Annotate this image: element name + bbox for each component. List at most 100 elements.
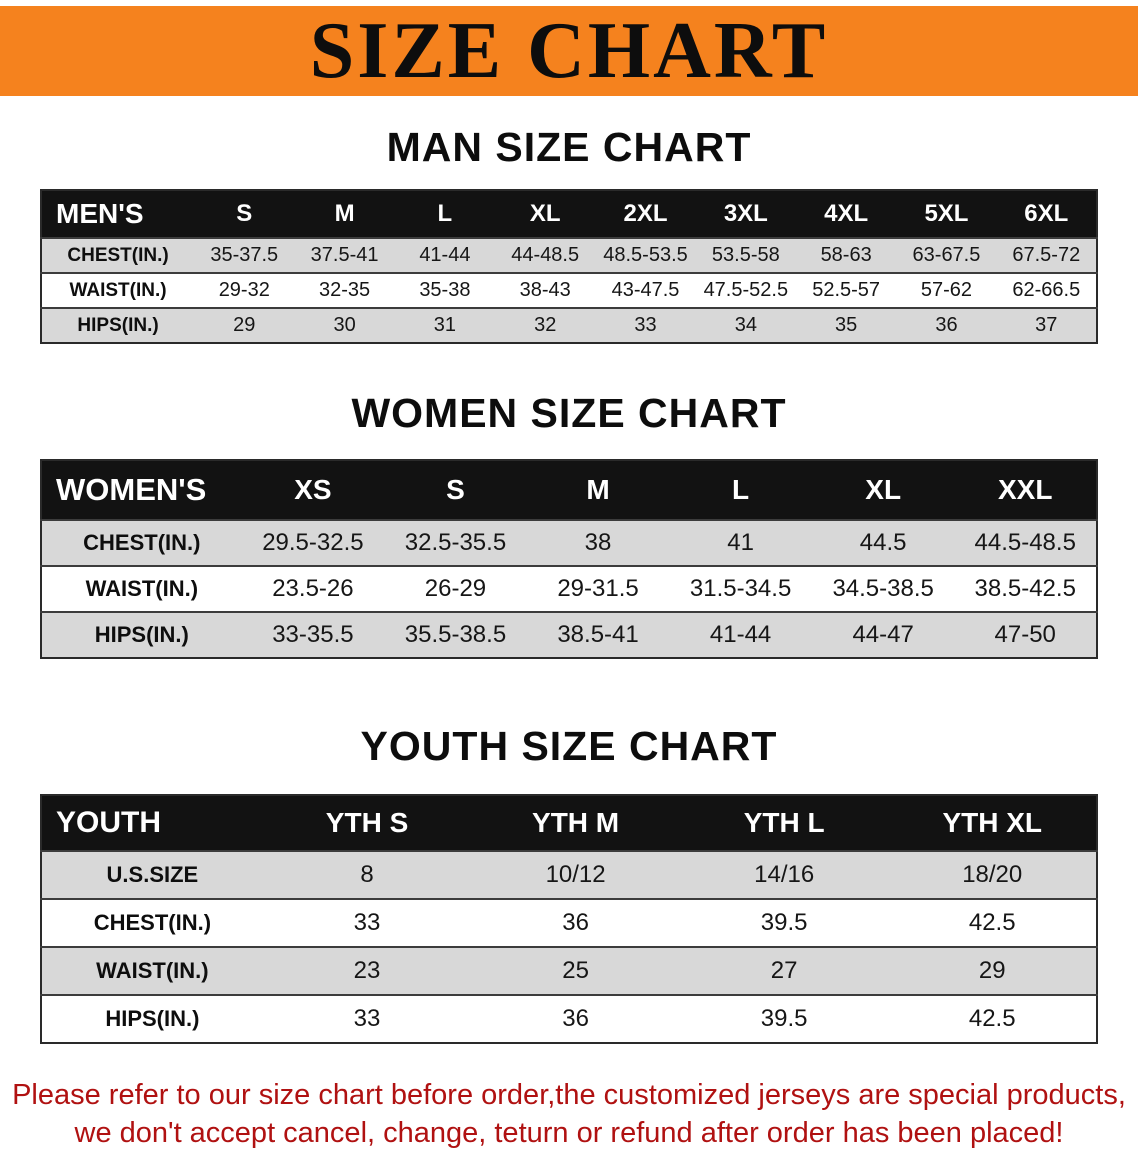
value-cell: 41-44 (394, 237, 496, 273)
youth-section-heading: YOUTH SIZE CHART (360, 723, 778, 769)
value-cell: 27 (679, 946, 889, 995)
size-header-cell: S (446, 474, 465, 505)
size-header-cell: L (437, 200, 453, 227)
row-label-cell: HIPS(IN.) (41, 994, 263, 1043)
value-cell: 29.5-32.5 (241, 519, 385, 566)
value-cell: 47.5-52.5 (695, 272, 796, 308)
table-row: WAIST(IN.) 23 25 27 29 (41, 946, 1097, 995)
value-cell: 35 (795, 307, 897, 343)
men-section-heading: MAN SIZE CHART (386, 124, 752, 170)
women-size-table: WOMEN'S XS S M L XL XXL CHEST(IN.) 29.5-32.5 32.5… (40, 459, 1098, 659)
row-label-cell: WAIST(IN.) (41, 946, 263, 995)
value-cell: 29-31.5 (526, 565, 670, 612)
youth-size-chart-section: YOUTH SIZE CHART YOUTH YTH S YTH M YTH L YTH… (0, 723, 1138, 1044)
value-cell: 39.5 (679, 898, 889, 947)
size-header-cell: XL (865, 474, 902, 505)
table-row: CHEST(IN.) 29.5-32.5 32.5-35.5 38 41 44.5 44.5… (41, 519, 1097, 566)
size-header-cell: 6XL (1024, 200, 1069, 227)
value-cell: 35.5-38.5 (384, 611, 527, 658)
value-cell: 25 (471, 946, 680, 995)
disclaimer: Please refer to our size chart before or… (0, 1076, 1138, 1153)
header-row: WOMEN'S XS S M L XL XXL (41, 460, 1097, 520)
banner: SIZE CHART (0, 6, 1138, 96)
value-cell: 53.5-58 (695, 237, 796, 273)
size-header-cell: S (236, 200, 253, 227)
value-cell: 57-62 (896, 272, 997, 308)
size-header-cell: M (334, 200, 355, 227)
size-header-cell: YTH M (532, 807, 620, 838)
value-cell: 32 (495, 307, 596, 343)
row-label-cell: CHEST(IN.) (41, 898, 263, 947)
value-cell: 34.5-38.5 (811, 565, 955, 612)
row-label-cell: WAIST(IN.) (41, 565, 242, 612)
size-header-cell: XL (529, 200, 561, 227)
value-cell: 41 (669, 519, 812, 566)
value-cell: 29 (888, 946, 1097, 995)
value-cell: 23.5-26 (241, 565, 385, 612)
value-cell: 23 (262, 946, 472, 995)
value-cell: 38-43 (495, 272, 596, 308)
value-cell: 33-35.5 (241, 611, 385, 658)
value-cell: 32.5-35.5 (384, 519, 527, 566)
value-cell: 35-37.5 (194, 237, 295, 273)
row-label-cell: WAIST(IN.) (41, 272, 195, 308)
value-cell: 36 (896, 307, 997, 343)
youth-size-table: YOUTH YTH S YTH M YTH L YTH XL U.S.SIZE 8 10/12… (40, 794, 1098, 1044)
value-cell: 33 (262, 898, 472, 947)
value-cell: 29-32 (194, 272, 295, 308)
value-cell: 38.5-41 (526, 611, 670, 658)
value-cell: 14/16 (679, 850, 889, 899)
table-row: CHEST(IN.) 33 36 39.5 42.5 (41, 898, 1097, 947)
value-cell: 38.5-42.5 (954, 565, 1097, 612)
value-cell: 34 (695, 307, 796, 343)
table-row: U.S.SIZE 8 10/12 14/16 18/20 (41, 850, 1097, 899)
value-cell: 31.5-34.5 (669, 565, 812, 612)
value-cell: 44.5-48.5 (954, 519, 1097, 566)
table-row: HIPS(IN.) 29 30 31 32 33 34 35 36 37 (41, 307, 1097, 343)
header-row: YOUTH YTH S YTH M YTH L YTH XL (41, 795, 1097, 851)
value-cell: 44-47 (811, 611, 955, 658)
size-header-cell: L (732, 474, 750, 505)
value-cell: 48.5-53.5 (595, 237, 696, 273)
size-header-cell: YTH S (325, 807, 409, 838)
value-cell: 33 (595, 307, 696, 343)
value-cell: 31 (394, 307, 496, 343)
size-header-cell: XXL (997, 474, 1053, 505)
men-size-chart-section: MAN SIZE CHART MEN'S S M L XL 2XL 3XL 4XL 5XL 6XL… (0, 124, 1138, 344)
value-cell: 33 (262, 994, 472, 1043)
value-cell: 39.5 (679, 994, 889, 1043)
size-header-cell: XS (294, 474, 332, 505)
women-size-chart-section: WOMEN SIZE CHART WOMEN'S XS S M L XL XXL CHEST(… (0, 390, 1138, 659)
value-cell: 63-67.5 (896, 237, 997, 273)
page-title: SIZE CHART (309, 7, 829, 95)
table-title-cell: MEN'S (56, 198, 144, 229)
row-label-cell: CHEST(IN.) (41, 237, 195, 273)
value-cell: 52.5-57 (795, 272, 897, 308)
size-header-cell: M (586, 474, 610, 505)
value-cell: 67.5-72 (996, 237, 1097, 273)
value-cell: 18/20 (888, 850, 1097, 899)
size-header-cell: 2XL (623, 200, 668, 227)
table-title-cell: WOMEN'S (56, 472, 207, 507)
size-header-cell: 5XL (924, 200, 969, 227)
table-row: WAIST(IN.) 29-32 32-35 35-38 38-43 43-47.5 47.… (41, 272, 1097, 308)
row-label-cell: U.S.SIZE (41, 850, 263, 899)
disclaimer-line-2: we don't accept cancel, change, teturn o… (74, 1117, 1064, 1150)
table-row: HIPS(IN.) 33 36 39.5 42.5 (41, 994, 1097, 1043)
table-row: HIPS(IN.) 33-35.5 35.5-38.5 38.5-41 41-44 44-… (41, 611, 1097, 658)
size-header-cell: YTH XL (942, 807, 1042, 838)
value-cell: 44.5 (811, 519, 955, 566)
value-cell: 35-38 (394, 272, 496, 308)
women-section-heading: WOMEN SIZE CHART (351, 390, 787, 436)
disclaimer-line-1: Please refer to our size chart before or… (12, 1079, 1126, 1111)
value-cell: 58-63 (795, 237, 897, 273)
value-cell: 42.5 (888, 994, 1097, 1043)
header-row: MEN'S S M L XL 2XL 3XL 4XL 5XL 6XL (41, 190, 1097, 238)
size-header-cell: 4XL (824, 200, 869, 227)
men-size-table: MEN'S S M L XL 2XL 3XL 4XL 5XL 6XL CHEST(IN.) 35-37… (40, 189, 1098, 344)
value-cell: 37.5-41 (294, 237, 395, 273)
size-header-cell: YTH L (743, 807, 825, 838)
table-row: CHEST(IN.) 35-37.5 37.5-41 41-44 44-48.5 48.5… (41, 237, 1097, 273)
value-cell: 43-47.5 (595, 272, 696, 308)
row-label-cell: HIPS(IN.) (41, 307, 195, 343)
